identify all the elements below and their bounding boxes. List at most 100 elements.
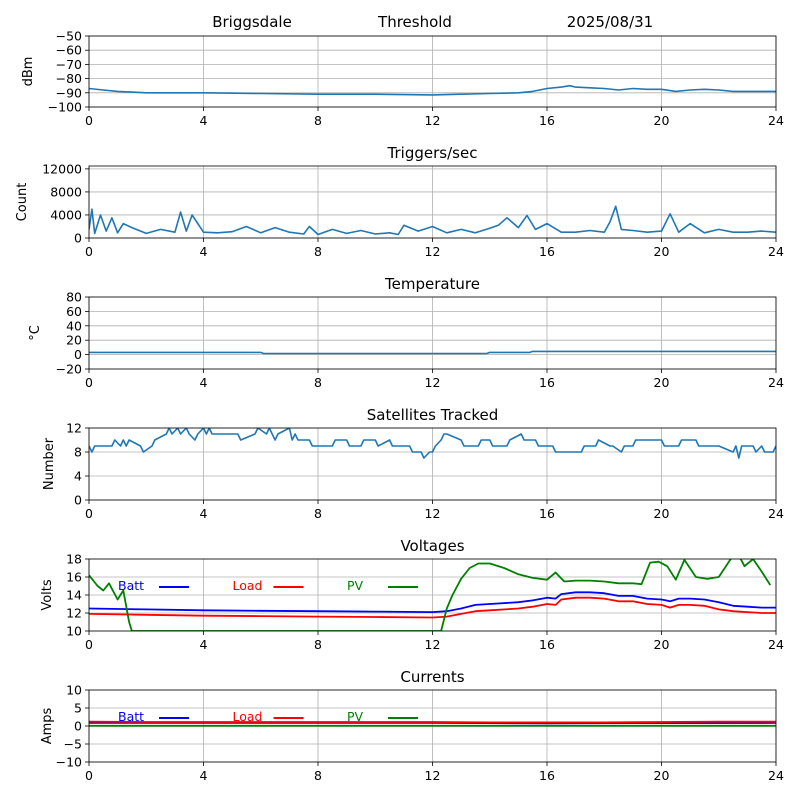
x-tick-label: 24 xyxy=(768,113,784,128)
y-axis-label: Volts xyxy=(40,579,55,611)
panel-0: 0 4 8 12 16 20 24 −100−90−80−70−60−50 dBm xyxy=(21,29,784,129)
x-tick-label: 0 xyxy=(85,637,93,652)
x-tick-label: 20 xyxy=(654,506,670,521)
y-tick-label: 4000 xyxy=(50,207,82,222)
panel-title: Triggers/sec xyxy=(387,144,478,162)
y-tick-label: 8 xyxy=(74,445,82,460)
x-tick-label: 8 xyxy=(314,113,322,128)
x-tick-label: 8 xyxy=(314,637,322,652)
x-tick-label: 20 xyxy=(654,244,670,259)
y-tick-label: 0 xyxy=(74,231,82,246)
y-tick-label: 5 xyxy=(74,701,82,716)
x-tick-label: 12 xyxy=(425,768,441,783)
y-tick-label: 40 xyxy=(66,318,82,333)
series-line-0 xyxy=(89,84,776,96)
y-tick-label: 16 xyxy=(66,570,82,585)
y-tick-label: −5 xyxy=(64,737,82,752)
y-tick-label: −100 xyxy=(48,100,82,115)
y-tick-label: 4 xyxy=(74,469,82,484)
x-tick-label: 12 xyxy=(425,506,441,521)
x-tick-label: 4 xyxy=(200,637,208,652)
legend-label-pv: PV xyxy=(347,578,364,593)
panel-5: 0 4 8 12 16 20 24 −10 −5 0 5 10 Currents Amps Batt Load… xyxy=(40,668,784,783)
y-tick-label: 10 xyxy=(66,683,82,698)
series-line-0 xyxy=(89,428,776,459)
y-tick-label: −50 xyxy=(56,29,82,44)
x-tick-label: 24 xyxy=(768,768,784,783)
series-line-load xyxy=(89,720,776,724)
x-tick-label: 16 xyxy=(539,244,555,259)
panel-title: Satellites Tracked xyxy=(367,406,498,424)
x-tick-label: 16 xyxy=(539,506,555,521)
x-tick-label: 0 xyxy=(85,506,93,521)
y-tick-label: 18 xyxy=(66,552,82,567)
x-tick-label: 12 xyxy=(425,113,441,128)
x-tick-label: 20 xyxy=(654,113,670,128)
header-mode: Threshold xyxy=(377,13,452,31)
x-tick-label: 24 xyxy=(768,244,784,259)
y-axis-label: dBm xyxy=(21,57,36,87)
y-tick-label: 80 xyxy=(66,290,82,305)
y-tick-label: −80 xyxy=(56,71,82,86)
x-tick-label: 16 xyxy=(539,637,555,652)
y-tick-label: −10 xyxy=(56,755,82,770)
x-tick-label: 24 xyxy=(768,637,784,652)
x-tick-label: 20 xyxy=(654,375,670,390)
panel-title: Voltages xyxy=(400,537,464,555)
x-tick-label: 12 xyxy=(425,637,441,652)
x-tick-label: 12 xyxy=(425,244,441,259)
y-tick-label: −60 xyxy=(56,43,82,58)
y-tick-label: 12 xyxy=(66,606,82,621)
y-tick-label: 0 xyxy=(74,493,82,508)
x-tick-label: 4 xyxy=(200,506,208,521)
legend-label-load: Load xyxy=(233,578,263,593)
y-tick-label: 14 xyxy=(66,588,82,603)
y-axis-label: Count xyxy=(15,183,30,222)
x-tick-label: 0 xyxy=(85,768,93,783)
x-tick-label: 8 xyxy=(314,375,322,390)
panel-title: Currents xyxy=(400,668,464,686)
y-tick-label: 10 xyxy=(66,624,82,639)
legend-label-pv: PV xyxy=(347,709,364,724)
y-tick-label: −70 xyxy=(56,57,82,72)
x-tick-label: 4 xyxy=(200,113,208,128)
x-tick-label: 16 xyxy=(539,375,555,390)
y-axis-label: Amps xyxy=(40,707,55,744)
panel-4: 0 4 8 12 16 20 24 10 12 14 16 18 Voltages Volts Batt Lo… xyxy=(40,537,784,652)
x-tick-label: 20 xyxy=(654,637,670,652)
panel-title: Temperature xyxy=(384,275,480,293)
header-date: 2025/08/31 xyxy=(567,13,653,31)
x-tick-label: 4 xyxy=(200,768,208,783)
y-tick-label: 12 xyxy=(66,421,82,436)
x-tick-label: 0 xyxy=(85,375,93,390)
y-tick-label: 8000 xyxy=(50,184,82,199)
legend-label-batt: Batt xyxy=(118,578,144,593)
y-tick-label: 60 xyxy=(66,304,82,319)
legend-label-batt: Batt xyxy=(118,709,144,724)
x-tick-label: 4 xyxy=(200,375,208,390)
x-tick-label: 4 xyxy=(200,244,208,259)
y-tick-label: 0 xyxy=(74,347,82,362)
y-tick-label: 12000 xyxy=(42,161,82,176)
x-tick-label: 24 xyxy=(768,375,784,390)
x-tick-label: 0 xyxy=(85,244,93,259)
legend-label-load: Load xyxy=(233,709,263,724)
x-tick-label: 12 xyxy=(425,375,441,390)
series-line-pv xyxy=(89,559,772,631)
x-tick-label: 0 xyxy=(85,113,93,128)
x-tick-label: 24 xyxy=(768,506,784,521)
y-axis-label: Number xyxy=(42,437,57,490)
y-tick-label: −90 xyxy=(56,85,82,100)
y-axis-label: °C xyxy=(28,325,43,341)
series-line-batt xyxy=(89,591,776,613)
y-tick-label: 0 xyxy=(74,719,82,734)
y-tick-label: −20 xyxy=(56,362,82,377)
series-line-0 xyxy=(89,350,776,355)
x-tick-label: 8 xyxy=(314,768,322,783)
panel-1: 0 4 8 12 16 20 24 0 4000 8000 12000 Triggers/sec Cou… xyxy=(15,144,784,259)
y-tick-label: 20 xyxy=(66,333,82,348)
series-line-0 xyxy=(89,205,776,236)
x-tick-label: 8 xyxy=(314,244,322,259)
